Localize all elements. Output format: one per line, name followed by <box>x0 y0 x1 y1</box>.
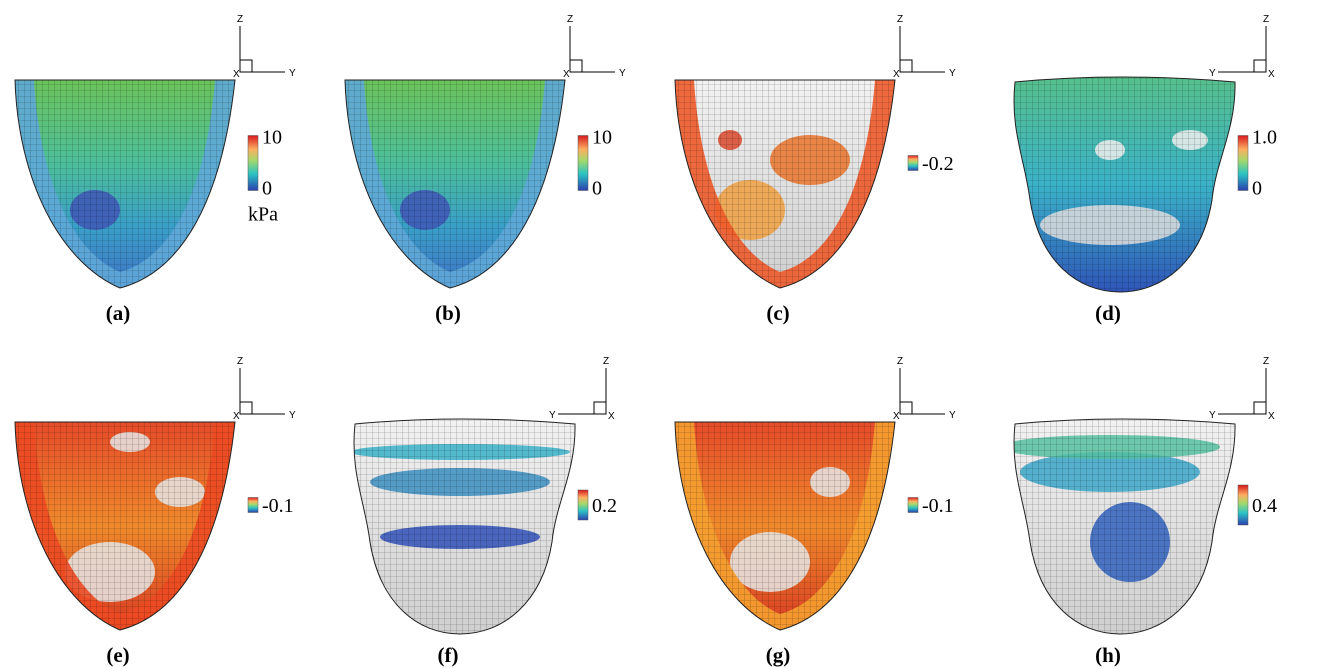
axis-box <box>1254 402 1266 414</box>
panel-label: (e) <box>106 643 129 667</box>
mesh <box>15 422 235 630</box>
mesh <box>675 80 895 288</box>
figure: Z X Y 10 0 kPa (a) Z X Y 10 0 (b) Z X Y -0.2 (c) Z X Y 1.0 0 (d… <box>0 0 1320 668</box>
panel: Z X Y -0.1 (g) <box>675 356 956 667</box>
axis-label: Y <box>1209 410 1216 421</box>
axis-label: Y <box>549 410 556 421</box>
axis-label: Z <box>1263 14 1269 25</box>
colorbar <box>1238 485 1248 525</box>
axis-label: Y <box>289 410 296 421</box>
axis-box <box>240 402 252 414</box>
colorbar <box>578 490 588 520</box>
mesh <box>1014 77 1235 292</box>
panel: Z X Y 1.0 0 (d) <box>1014 14 1277 325</box>
colorbar-label: 0 <box>1252 178 1262 200</box>
panel: Z X Y 0.4 (h) <box>1000 356 1277 667</box>
axis-label: X <box>1268 411 1275 422</box>
axis-box <box>900 60 912 72</box>
panel-label: (h) <box>1095 643 1121 667</box>
axis-label: Y <box>619 68 626 79</box>
axis-box <box>594 402 606 414</box>
panel-label: (f) <box>438 643 459 667</box>
axis-label: X <box>233 69 240 80</box>
axis-box <box>1254 60 1266 72</box>
axis-label: Y <box>289 68 296 79</box>
mesh <box>354 419 575 634</box>
colorbar-label: 0 <box>262 178 272 200</box>
axis-label: Y <box>949 68 956 79</box>
panel-label: (g) <box>766 643 791 667</box>
colorbar <box>578 136 588 191</box>
panel: Z X Y -0.1 (e) <box>15 356 296 667</box>
axis-box <box>240 60 252 72</box>
panel: Z X Y 10 0 (b) <box>345 14 626 325</box>
colorbar-unit: kPa <box>248 204 278 226</box>
axis-box <box>570 60 582 72</box>
axis-label: X <box>893 411 900 422</box>
colorbar-label: -0.1 <box>922 495 954 517</box>
panel-label: (d) <box>1095 301 1121 325</box>
axis-label: Z <box>237 14 243 25</box>
axis-label: Z <box>1263 356 1269 367</box>
axis-label: Z <box>897 356 903 367</box>
colorbar-label: 0.4 <box>1252 495 1277 517</box>
axis-label: Y <box>949 410 956 421</box>
mesh <box>675 422 895 630</box>
panel-label: (c) <box>766 301 789 325</box>
axis-label: X <box>608 411 615 422</box>
colorbar-label: 0.2 <box>592 495 617 517</box>
colorbar <box>908 498 918 513</box>
colorbar-label: 1.0 <box>1252 127 1277 149</box>
axis-label: X <box>563 69 570 80</box>
panel: Z X Y 10 0 kPa (a) <box>15 14 296 325</box>
colorbar <box>248 498 258 513</box>
panel: Z X Y 0.2 (f) <box>350 356 617 667</box>
colorbar <box>908 156 918 171</box>
axis-box <box>900 402 912 414</box>
colorbar <box>1238 136 1248 191</box>
axis-label: Z <box>237 356 243 367</box>
colorbar-label: -0.1 <box>262 495 294 517</box>
colorbar-label: 10 <box>262 127 282 149</box>
colorbar <box>248 136 258 191</box>
mesh <box>1014 419 1235 634</box>
axis-label: X <box>233 411 240 422</box>
mesh <box>15 80 235 288</box>
panel-label: (b) <box>435 301 461 325</box>
axis-label: X <box>893 69 900 80</box>
colorbar-label: -0.2 <box>922 153 954 175</box>
axis-label: Z <box>897 14 903 25</box>
axis-label: Y <box>1209 68 1216 79</box>
axis-label: X <box>1268 69 1275 80</box>
panel-label: (a) <box>106 301 131 325</box>
colorbar-label: 0 <box>592 178 602 200</box>
panel: Z X Y -0.2 (c) <box>675 14 956 325</box>
colorbar-label: 10 <box>592 127 612 149</box>
axis-label: Z <box>567 14 573 25</box>
mesh <box>345 80 565 288</box>
axis-label: Z <box>603 356 609 367</box>
